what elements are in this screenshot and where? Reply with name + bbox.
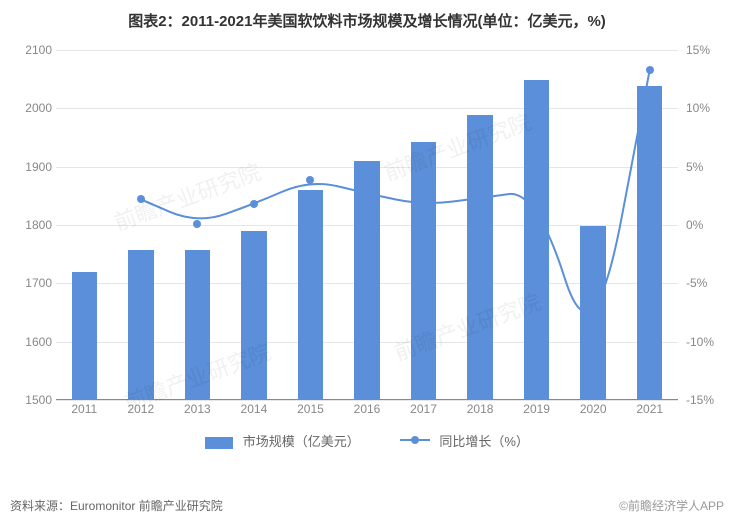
line-marker [363, 190, 371, 198]
line-marker [589, 363, 597, 371]
y-left-tick: 1800 [0, 218, 52, 232]
line-marker [646, 66, 654, 74]
x-tick-label: 2012 [127, 402, 154, 416]
line-marker [250, 200, 258, 208]
line-marker [533, 186, 541, 194]
y-axis-right: -15%-10%-5%0%5%10%15% [682, 50, 734, 400]
legend-bar: 市场规模（亿美元） [205, 431, 360, 450]
plot-area [56, 50, 678, 400]
line-marker [420, 201, 428, 209]
y-left-tick: 1600 [0, 335, 52, 349]
x-tick-label: 2011 [71, 402, 97, 416]
y-left-tick: 1500 [0, 393, 52, 407]
x-tick-label: 2019 [523, 402, 550, 416]
x-tick-label: 2020 [580, 402, 607, 416]
x-tick-label: 2021 [636, 402, 663, 416]
y-right-tick: 5% [686, 160, 734, 174]
x-tick-label: 2013 [184, 402, 211, 416]
credit-text: ©前瞻经济学人APP [619, 497, 724, 514]
line-layer [56, 50, 678, 400]
y-right-tick: -15% [686, 393, 734, 407]
x-axis-line [56, 399, 678, 400]
x-tick-label: 2017 [410, 402, 437, 416]
source-text: 资料来源：Euromonitor 前瞻产业研究院 [10, 497, 223, 514]
growth-line [141, 70, 650, 312]
line-marker [193, 220, 201, 228]
y-axis-left: 1500160017001800190020002100 [0, 50, 52, 400]
y-left-tick: 2000 [0, 101, 52, 115]
x-tick-label: 2018 [467, 402, 494, 416]
x-tick-label: 2015 [297, 402, 324, 416]
legend-bar-swatch [205, 437, 233, 449]
x-tick-label: 2014 [241, 402, 268, 416]
legend: 市场规模（亿美元） 同比增长（%） [0, 431, 734, 450]
y-left-tick: 1700 [0, 276, 52, 290]
chart-title: 图表2：2011-2021年美国软饮料市场规模及增长情况(单位：亿美元，%) [0, 0, 734, 31]
y-right-tick: 0% [686, 218, 734, 232]
y-right-tick: -10% [686, 335, 734, 349]
grid-line [56, 400, 678, 401]
y-left-tick: 1900 [0, 160, 52, 174]
legend-line: 同比增长（%） [400, 431, 529, 450]
y-right-tick: -5% [686, 276, 734, 290]
legend-line-swatch [400, 434, 430, 446]
line-marker [476, 194, 484, 202]
y-right-tick: 10% [686, 101, 734, 115]
legend-line-label: 同比增长（%） [439, 434, 529, 449]
y-right-tick: 15% [686, 43, 734, 57]
legend-bar-label: 市场规模（亿美元） [243, 434, 360, 449]
x-axis-labels: 2011 2012 2013 2014 2015 2016 2017 2018 2019 2020… [56, 402, 678, 420]
y-left-tick: 2100 [0, 43, 52, 57]
line-marker [306, 176, 314, 184]
chart-area: 1500 1600 1700 1800 1900 2000 2100 -15% -10% -5%… [0, 40, 734, 460]
x-tick-label: 2016 [354, 402, 381, 416]
line-marker [137, 195, 145, 203]
